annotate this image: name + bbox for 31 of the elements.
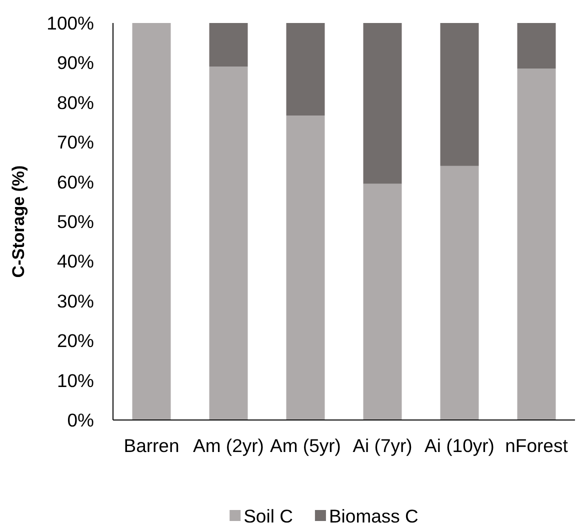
bar xyxy=(363,184,402,420)
y-tick-label: 60% xyxy=(56,171,94,192)
bar xyxy=(363,23,402,184)
x-tick-label: Barren xyxy=(124,435,180,456)
x-tick-label: Am (5yr) xyxy=(270,435,341,456)
legend-label: Soil C xyxy=(244,505,293,526)
bar xyxy=(209,23,248,67)
y-tick-label: 10% xyxy=(56,370,94,391)
bar xyxy=(286,116,325,420)
y-tick-label: 0% xyxy=(67,409,94,430)
bar xyxy=(132,23,171,420)
x-tick-label: Ai (10yr) xyxy=(424,435,494,456)
bar xyxy=(286,23,325,116)
y-tick-label: 30% xyxy=(56,290,94,312)
bar xyxy=(517,23,556,69)
bar xyxy=(440,166,479,420)
bar xyxy=(440,23,479,166)
legend-label: Biomass C xyxy=(328,505,418,526)
x-tick-label: Ai (7yr) xyxy=(352,435,412,456)
y-tick-label: 90% xyxy=(56,52,94,74)
x-tick-label: nForest xyxy=(505,435,568,456)
y-tick-label: 50% xyxy=(56,210,94,232)
y-tick-label: 100% xyxy=(46,12,94,34)
bar xyxy=(209,66,248,420)
y-tick-label: 70% xyxy=(56,132,94,153)
y-tick-label: 40% xyxy=(56,250,94,272)
y-axis-title: C-Storage (%) xyxy=(9,165,28,278)
bar xyxy=(517,68,556,420)
x-tick-label: Am (2yr) xyxy=(193,435,264,456)
y-tick-label: 20% xyxy=(56,330,94,352)
y-tick-label: 80% xyxy=(56,92,94,113)
